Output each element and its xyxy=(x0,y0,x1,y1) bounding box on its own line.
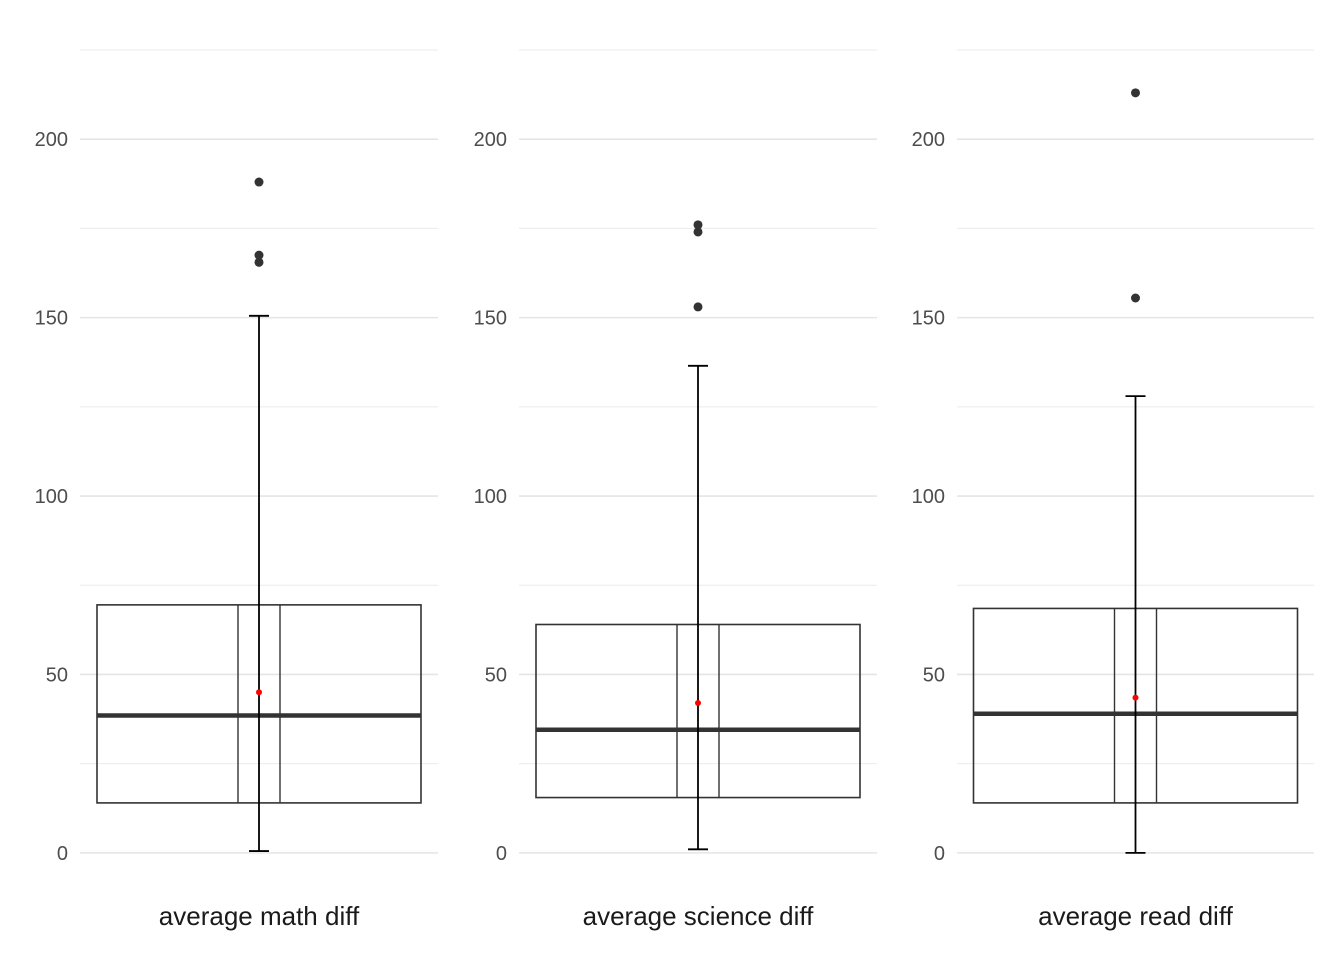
y-tick-label: 100 xyxy=(35,486,68,508)
outlier-point xyxy=(254,250,264,260)
outlier-point xyxy=(254,177,264,187)
y-tick-label: 150 xyxy=(35,308,68,330)
panel-label: average science diff xyxy=(583,901,815,931)
panel-read: 0 50 100 150 200 average read diff xyxy=(912,49,1314,931)
outlier-point xyxy=(693,220,703,230)
mean-point xyxy=(695,699,701,706)
y-tick-label: 0 xyxy=(57,843,68,865)
outlier-point xyxy=(693,227,703,237)
y-tick-label: 100 xyxy=(474,486,507,508)
outlier-point xyxy=(254,257,264,267)
y-tick-label: 200 xyxy=(912,129,945,151)
y-tick-label: 150 xyxy=(912,308,945,330)
y-tick-label: 50 xyxy=(46,664,68,686)
y-tick-label: 0 xyxy=(934,843,945,865)
panel-math: 0 50 100 150 200 average math diff xyxy=(35,49,438,931)
outlier-point xyxy=(1131,293,1140,303)
outlier-point xyxy=(693,302,703,312)
y-tick-label: 150 xyxy=(474,308,507,330)
y-tick-label: 200 xyxy=(474,129,507,151)
y-tick-label: 100 xyxy=(912,486,945,508)
mean-point xyxy=(256,689,262,696)
y-tick-label: 0 xyxy=(496,843,507,865)
panel-label: average read diff xyxy=(1038,901,1233,931)
y-tick-label: 50 xyxy=(485,664,507,686)
y-tick-label: 200 xyxy=(35,129,68,151)
panel-science: 0 50 100 150 200 average science diff xyxy=(474,49,877,931)
outlier-point xyxy=(1131,88,1140,98)
mean-point xyxy=(1132,694,1139,701)
y-tick-label: 50 xyxy=(923,664,945,686)
panel-label: average math diff xyxy=(159,901,360,931)
